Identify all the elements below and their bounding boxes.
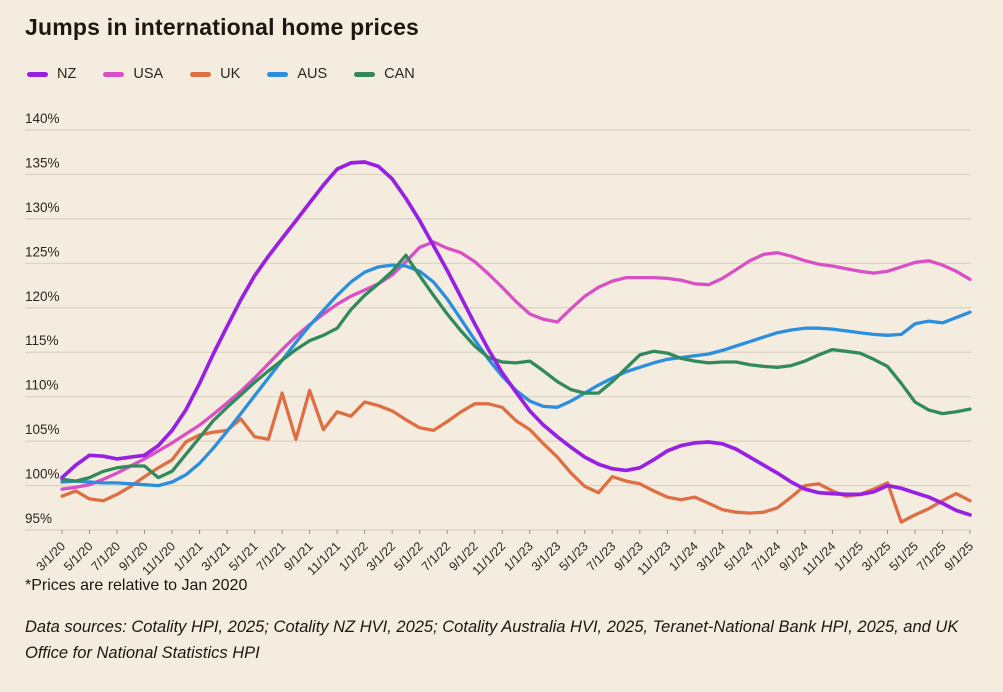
svg-text:7/1/20: 7/1/20 [89, 539, 124, 574]
svg-text:140%: 140% [25, 111, 60, 126]
can-line-swatch-icon [354, 71, 376, 77]
x-axis-ticks [61, 530, 971, 534]
svg-text:1/1/25: 1/1/25 [832, 539, 867, 574]
y-axis-labels: 140% 135% 130% 125% 120% 115% 110% 105% 100% 95% [25, 111, 60, 526]
svg-text:1/1/24: 1/1/24 [666, 539, 701, 574]
line-usa [60, 240, 972, 491]
legend-item-usa: USA [103, 66, 163, 82]
chart-legend: NZ USA UK AUS CAN [27, 66, 415, 82]
svg-text:100%: 100% [25, 467, 60, 482]
data-source-text: Data sources: Cotality HPI, 2025; Cotali… [25, 618, 959, 663]
line-can [60, 253, 972, 483]
svg-text:3/1/25: 3/1/25 [859, 539, 894, 574]
line-uk [60, 388, 972, 524]
svg-text:110%: 110% [25, 378, 59, 393]
footnote: *Prices are relative to Jan 2020 [25, 577, 248, 594]
uk-line-swatch-icon [190, 71, 212, 77]
legend-label-usa: USA [133, 66, 164, 82]
line-aus [60, 263, 972, 488]
svg-text:115%: 115% [25, 333, 59, 348]
series-lines [60, 160, 972, 524]
svg-text:135%: 135% [25, 155, 60, 170]
legend-label-aus: AUS [297, 66, 328, 82]
svg-text:5/1/24: 5/1/24 [722, 539, 757, 574]
svg-text:105%: 105% [25, 422, 60, 437]
nz-line-swatch-icon [27, 71, 48, 77]
legend-label-can: CAN [384, 66, 415, 82]
legend-label-nz: NZ [57, 66, 77, 82]
svg-text:7/1/22: 7/1/22 [419, 539, 454, 574]
legend-item-aus: AUS [267, 66, 327, 82]
svg-text:7/1/21: 7/1/21 [254, 539, 289, 574]
svg-text:1/1/21: 1/1/21 [171, 539, 206, 574]
legend-item-uk: UK [190, 66, 240, 82]
svg-text:95%: 95% [25, 511, 52, 526]
svg-text:5/1/25: 5/1/25 [887, 539, 922, 574]
legend-item-can: CAN [354, 66, 415, 82]
svg-text:5/1/23: 5/1/23 [556, 539, 591, 574]
legend-label-uk: UK [220, 66, 241, 82]
svg-text:3/1/21: 3/1/21 [199, 539, 234, 574]
svg-text:3/1/22: 3/1/22 [364, 539, 399, 574]
svg-text:130%: 130% [25, 200, 60, 215]
svg-text:7/1/24: 7/1/24 [749, 539, 784, 574]
line-nz [60, 160, 972, 517]
legend-item-nz: NZ [27, 66, 76, 82]
usa-line-swatch-icon [103, 71, 125, 77]
svg-text:5/1/20: 5/1/20 [61, 539, 96, 574]
svg-text:3/1/24: 3/1/24 [694, 539, 729, 574]
svg-text:1/1/23: 1/1/23 [501, 539, 536, 574]
svg-text:1/1/22: 1/1/22 [336, 539, 371, 574]
svg-text:5/1/22: 5/1/22 [391, 539, 426, 574]
aus-line-swatch-icon [267, 71, 289, 77]
svg-text:7/1/25: 7/1/25 [914, 539, 949, 574]
chart-title: Jumps in international home prices [25, 14, 420, 40]
svg-text:125%: 125% [25, 244, 60, 259]
svg-text:3/1/23: 3/1/23 [529, 539, 564, 574]
svg-text:5/1/21: 5/1/21 [226, 539, 261, 574]
svg-text:3/1/20: 3/1/20 [34, 539, 69, 574]
svg-text:120%: 120% [25, 289, 60, 304]
svg-text:9/1/25: 9/1/25 [942, 539, 977, 574]
svg-text:7/1/23: 7/1/23 [584, 539, 619, 574]
x-axis-labels: 3/1/205/1/207/1/209/1/2011/1/201/1/213/1… [34, 539, 977, 578]
